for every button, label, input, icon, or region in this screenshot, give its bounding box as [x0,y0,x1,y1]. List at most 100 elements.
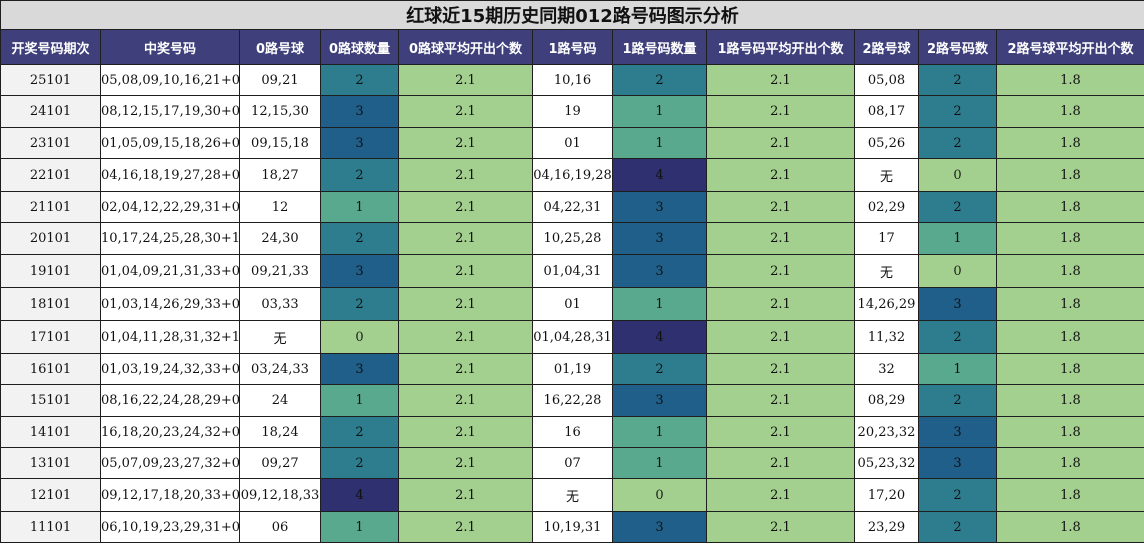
route1-numbers-cell: 01 [532,127,613,159]
route0-average-cell: 2.1 [398,127,533,159]
table-row: 23101 01,05,09,15,18,26+04 09,15,18 3 2.1 01 1… [0,127,1144,159]
winning-numbers-cell: 09,12,17,18,20,33+02 [100,478,240,512]
winning-numbers-cell: 02,04,12,22,29,31+01 [100,191,240,223]
column-header: 2路号码数 [918,29,997,65]
route1-average-cell: 2.1 [706,158,855,192]
route1-average-cell: 2.1 [706,191,855,223]
route1-average-cell: 2.1 [706,447,855,479]
route0-numbers-cell: 09,21 [239,64,321,96]
table-row: 19101 01,04,09,21,31,33+05 09,21,33 3 2.1 01,… [0,254,1144,288]
winning-numbers-cell: 10,17,24,25,28,30+15 [100,222,240,255]
route0-numbers-cell: 06 [239,511,321,543]
route1-numbers-cell: 16,22,28 [532,384,613,417]
period-cell: 24101 [0,95,101,128]
winning-numbers-cell: 06,10,19,23,29,31+06 [100,511,240,543]
route2-count-cell: 2 [918,191,997,223]
table-row: 12101 09,12,17,18,20,33+02 09,12,18,33 4 2.1… [0,478,1144,512]
table-row: 17101 01,04,11,28,31,32+16 无 0 2.1 01,04,28,3… [0,320,1144,354]
route0-count-cell: 2 [320,447,399,479]
route2-average-cell: 1.8 [995,287,1144,321]
route0-numbers-cell: 09,27 [239,447,321,479]
route2-average-cell: 1.8 [995,320,1144,354]
route2-count-cell: 2 [918,478,997,512]
route2-count-cell: 2 [918,511,997,543]
route0-numbers-cell: 09,15,18 [239,127,321,159]
route0-average-cell: 2.1 [398,222,533,255]
period-cell: 15101 [0,384,101,417]
route2-numbers-cell: 08,29 [854,384,919,417]
route2-numbers-cell: 08,17 [854,95,919,128]
route1-count-cell: 1 [612,95,707,128]
column-header: 2路号球 [854,29,919,65]
period-cell: 14101 [0,416,101,448]
route1-numbers-cell: 01,19 [532,353,613,385]
route1-numbers-cell: 10,19,31 [532,511,613,543]
route1-numbers-cell: 04,16,19,28 [532,158,613,192]
route0-numbers-cell: 18,24 [239,416,321,448]
column-header: 0路号球 [239,29,321,65]
route0-numbers-cell: 03,33 [239,287,321,321]
route0-average-cell: 2.1 [398,353,533,385]
winning-numbers-cell: 08,12,15,17,19,30+08 [100,95,240,128]
period-cell: 21101 [0,191,101,223]
table-title: 红球近15期历史同期012路号码图示分析 [0,0,1144,30]
route1-count-cell: 4 [612,158,707,192]
winning-numbers-cell: 01,03,19,24,32,33+01 [100,353,240,385]
period-cell: 20101 [0,222,101,255]
route2-numbers-cell: 20,23,32 [854,416,919,448]
column-header: 1路号码平均开出个数 [706,29,855,65]
route0-average-cell: 2.1 [398,447,533,479]
route2-numbers-cell: 17,20 [854,478,919,512]
route1-average-cell: 2.1 [706,254,855,288]
column-header: 开奖号码期次 [0,29,101,65]
winning-numbers-cell: 01,04,11,28,31,32+16 [100,320,240,354]
route0-count-cell: 0 [320,320,399,354]
table-row: 16101 01,03,19,24,32,33+01 03,24,33 3 2.1 01,… [0,353,1144,385]
route2-numbers-cell: 02,29 [854,191,919,223]
column-header: 0路球数量 [320,29,399,65]
route1-numbers-cell: 01,04,31 [532,254,613,288]
route1-count-cell: 3 [612,511,707,543]
route2-count-cell: 0 [918,254,997,288]
route2-average-cell: 1.8 [995,511,1144,543]
route2-average-cell: 1.8 [995,95,1144,128]
period-cell: 13101 [0,447,101,479]
route0-average-cell: 2.1 [398,416,533,448]
winning-numbers-cell: 16,18,20,23,24,32+07 [100,416,240,448]
route0-numbers-cell: 24 [239,384,321,417]
route0-average-cell: 2.1 [398,95,533,128]
table-row: 25101 05,08,09,10,16,21+05 09,21 2 2.1 10,16 2… [0,64,1144,96]
route1-average-cell: 2.1 [706,353,855,385]
table-row: 14101 16,18,20,23,24,32+07 18,24 2 2.1 16 1 2.1… [0,416,1144,448]
route2-numbers-cell: 11,32 [854,320,919,354]
table-row: 24101 08,12,15,17,19,30+08 12,15,30 3 2.1 19 1… [0,95,1144,128]
route0-average-cell: 2.1 [398,254,533,288]
route1-average-cell: 2.1 [706,320,855,354]
route2-numbers-cell: 17 [854,222,919,255]
route2-average-cell: 1.8 [995,447,1144,479]
route0-average-cell: 2.1 [398,511,533,543]
route2-count-cell: 2 [918,127,997,159]
route0-numbers-cell: 03,24,33 [239,353,321,385]
route1-numbers-cell: 16 [532,416,613,448]
route0-count-cell: 3 [320,353,399,385]
route1-count-cell: 3 [612,384,707,417]
period-cell: 12101 [0,478,101,512]
route0-average-cell: 2.1 [398,158,533,192]
route0-count-cell: 3 [320,127,399,159]
period-cell: 17101 [0,320,101,354]
route1-count-cell: 3 [612,254,707,288]
winning-numbers-cell: 01,03,14,26,29,33+09 [100,287,240,321]
table-row: 13101 05,07,09,23,27,32+01 09,27 2 2.1 07 1 2.1… [0,447,1144,479]
route2-count-cell: 2 [918,95,997,128]
route2-average-cell: 1.8 [995,254,1144,288]
route2-average-cell: 1.8 [995,222,1144,255]
route0-count-cell: 4 [320,478,399,512]
route2-count-cell: 3 [918,447,997,479]
route0-count-cell: 2 [320,287,399,321]
route1-average-cell: 2.1 [706,511,855,543]
table-row: 22101 04,16,18,19,27,28+04 18,27 2 2.1 04,16,… [0,158,1144,192]
route0-average-cell: 2.1 [398,64,533,96]
table-row: 18101 01,03,14,26,29,33+09 03,33 2 2.1 01 1 2.1… [0,287,1144,321]
